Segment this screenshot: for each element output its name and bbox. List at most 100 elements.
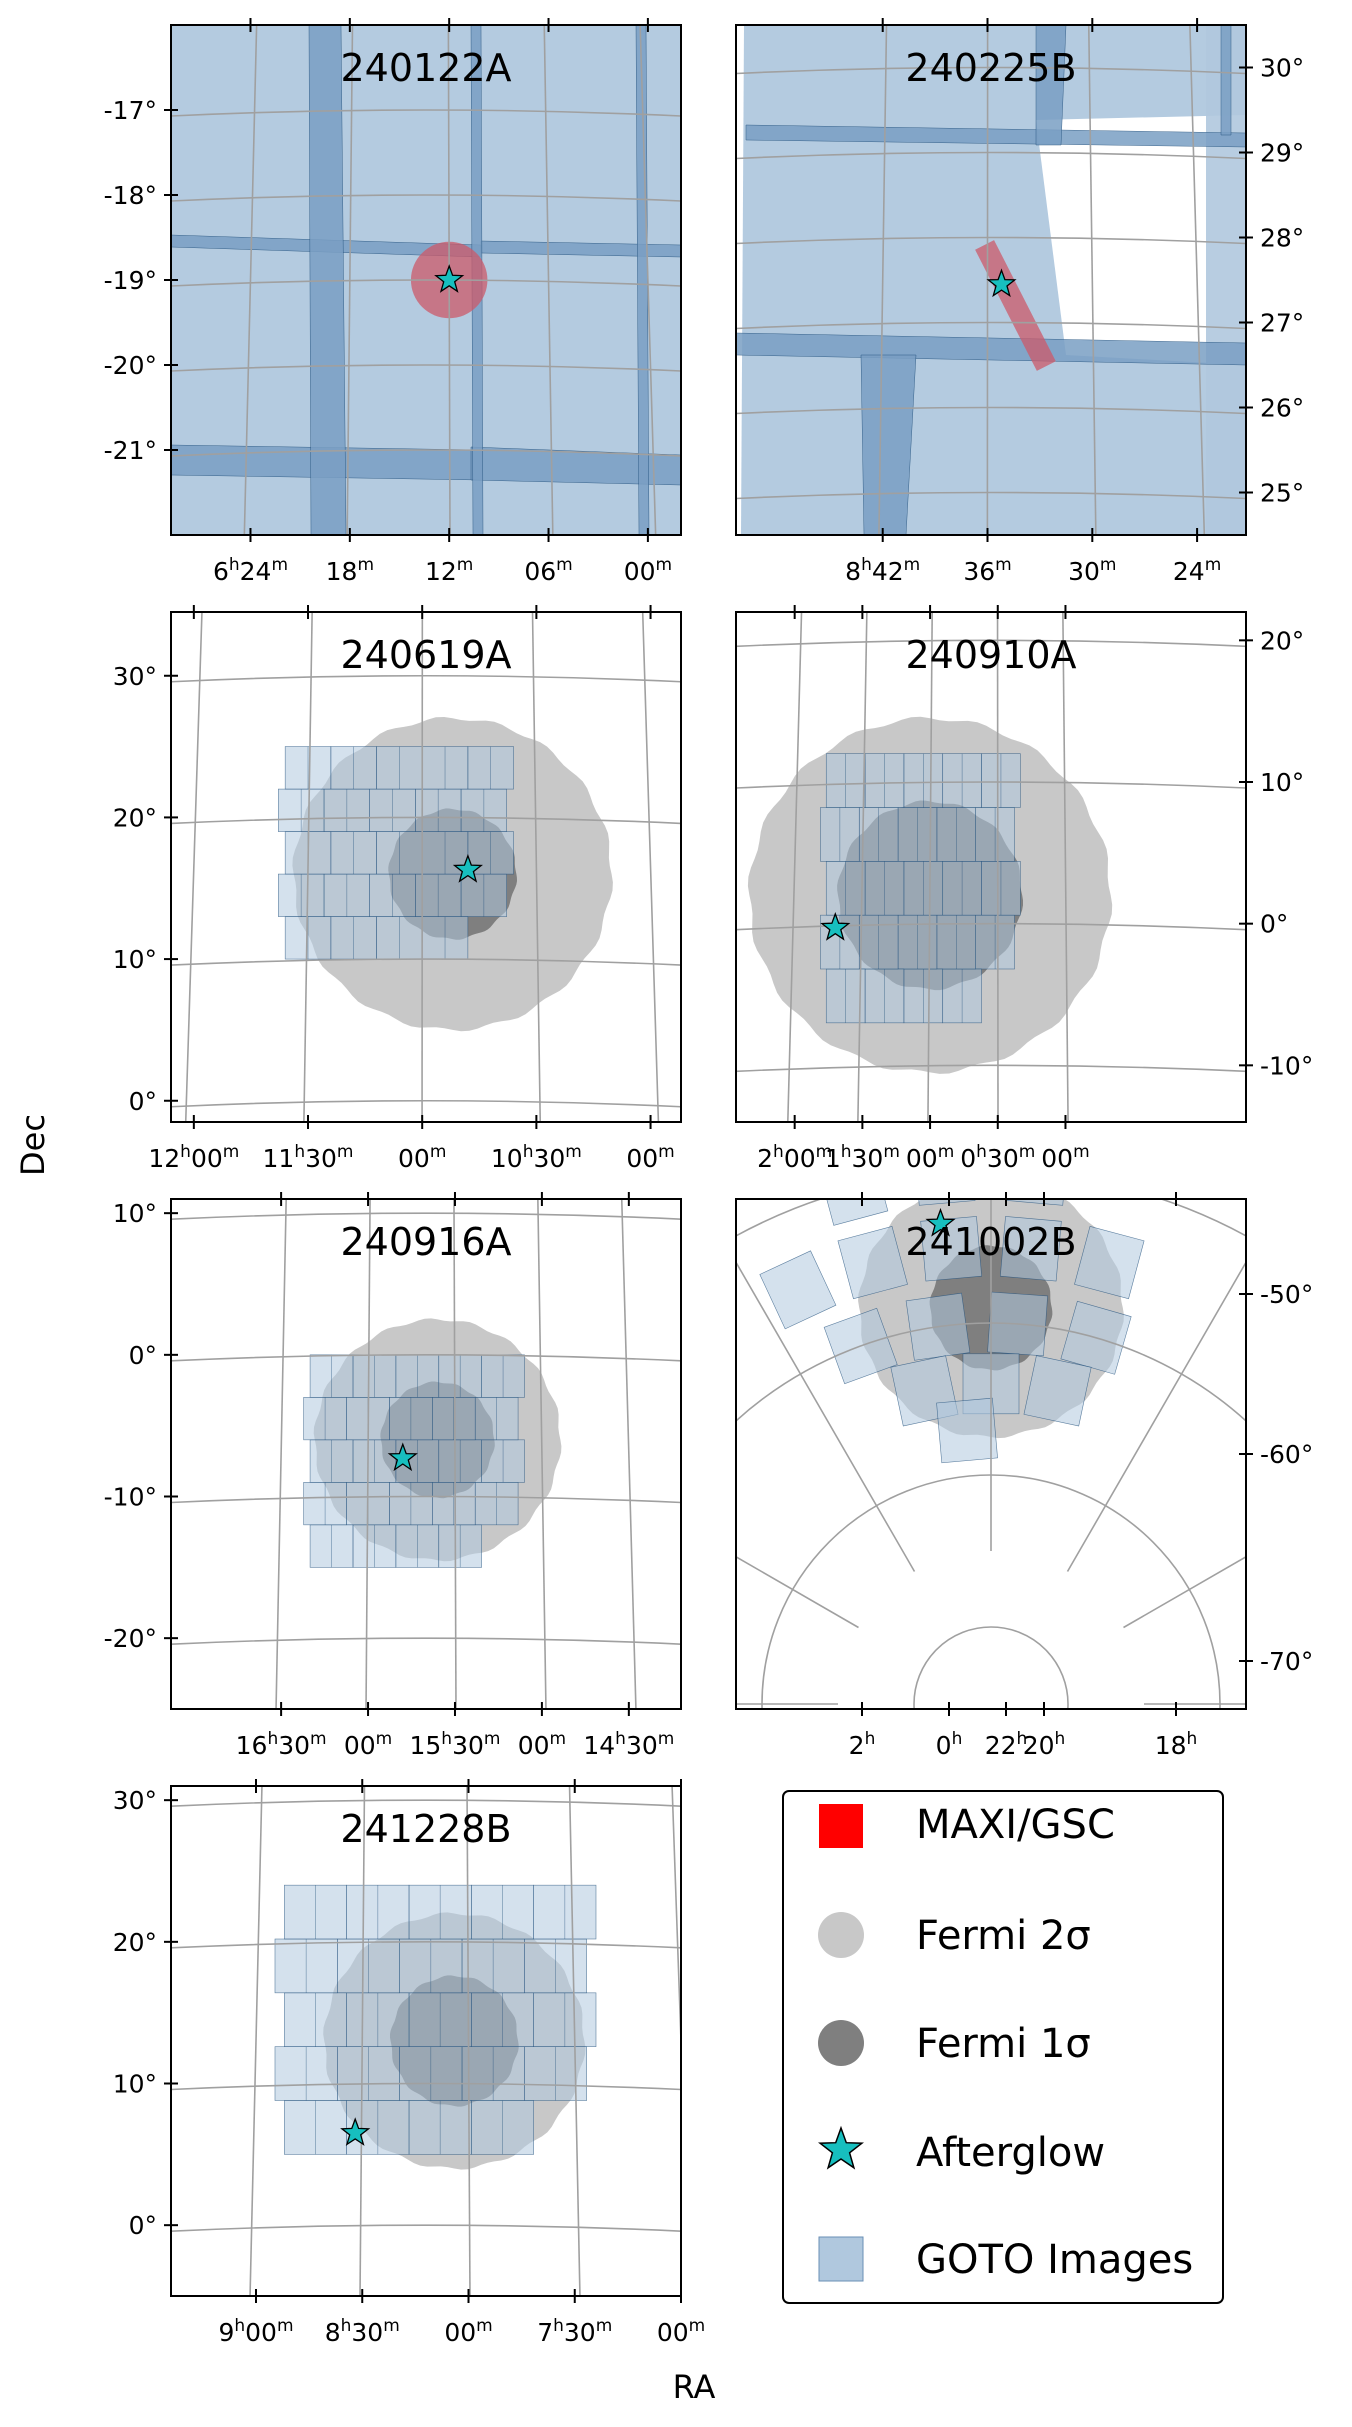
- dec-gridline: [171, 674, 681, 683]
- plot-area: [171, 25, 681, 535]
- legend-frame: [782, 1790, 1224, 2304]
- tick-unit: m: [223, 1142, 240, 1162]
- tick-hours: 0: [936, 1731, 952, 1760]
- dec-gridline: [736, 66, 1246, 75]
- dec-gridline: [171, 449, 681, 457]
- tick-minutes: 30: [533, 1144, 565, 1173]
- tick-minutes: 00: [344, 1731, 376, 1760]
- y-tick-label: -19°: [104, 266, 157, 295]
- x-tick-label: 12h00m: [148, 1142, 239, 1173]
- x-tick-label: 10h30m: [491, 1142, 582, 1173]
- tick-minutes: 30: [626, 1731, 658, 1760]
- tick-minutes: 30: [1068, 557, 1100, 586]
- panel-title: 240122A: [340, 46, 511, 90]
- plot-area: [736, 1199, 1246, 1709]
- x-tick-label: 20h: [1023, 1729, 1066, 1760]
- tick-minutes: 00: [906, 1144, 938, 1173]
- y-tick-label: 28°: [1260, 224, 1304, 253]
- tick-unit: m: [596, 2316, 613, 2336]
- y-tick-label: 10°: [113, 2070, 157, 2099]
- tick-unit: h: [294, 1142, 305, 1162]
- afterglow-star-icon: [820, 912, 851, 941]
- goto-overlap: [1035, 25, 1067, 146]
- dec-gridline: [171, 1941, 681, 1949]
- tick-unit: h: [615, 1729, 626, 1749]
- x-tick-label: 8h42m: [845, 555, 920, 586]
- x-tick-label: 8h30m: [325, 2316, 400, 2347]
- dec-gridline: [736, 406, 1246, 415]
- dec-gridline: [171, 2082, 681, 2091]
- ra-gridline: [927, 612, 934, 1122]
- x-tick-label: 7h30m: [537, 2316, 612, 2347]
- y-tick-label: -20°: [104, 351, 157, 380]
- tick-unit: m: [658, 1142, 675, 1162]
- afterglow-star-icon: [818, 2125, 864, 2170]
- tick-minutes: 12: [425, 557, 457, 586]
- x-tick-label: 16h30m: [236, 1729, 327, 1760]
- y-tick-label: -70°: [1260, 1647, 1313, 1676]
- tick-hours: 1: [825, 1144, 841, 1173]
- ra-gridline: [1062, 612, 1069, 1122]
- legend-marker-fermi-2sigma: [818, 1912, 864, 1958]
- y-tick-label: 27°: [1260, 309, 1304, 338]
- tick-minutes: 00: [191, 1144, 223, 1173]
- x-tick-label: 00m: [626, 1142, 674, 1173]
- dec-gridline: [171, 364, 681, 372]
- x-tick-label: 00m: [1041, 1142, 1089, 1173]
- ra-gridline: [1189, 25, 1206, 535]
- dec-gridline: [171, 1637, 681, 1645]
- dec-gridline: [736, 236, 1246, 245]
- x-tick-label: 18m: [326, 555, 374, 586]
- uncovered-edge: [736, 25, 744, 535]
- goto-tile: [1074, 1225, 1145, 1300]
- ra-gridline: [543, 25, 554, 535]
- dec-gridline: [171, 1354, 681, 1362]
- tick-unit: m: [1019, 1142, 1036, 1162]
- y-tick-label: 30°: [1260, 54, 1304, 83]
- dec-gridline: [171, 1212, 681, 1220]
- ra-gridline: [736, 1260, 916, 1572]
- tick-unit: h: [341, 2316, 352, 2336]
- legend-label-fermi-1sigma: Fermi 1σ: [916, 2021, 1091, 2067]
- tick-minutes: 00: [518, 1731, 550, 1760]
- tick-unit: m: [383, 2316, 400, 2336]
- tick-hours: 10: [491, 1144, 523, 1173]
- tick-unit: h: [180, 1142, 191, 1162]
- ra-gridline: [620, 1199, 637, 1709]
- tick-unit: m: [995, 555, 1012, 575]
- y-tick-label: -50°: [1260, 1280, 1313, 1309]
- tick-minutes: 42: [872, 557, 904, 586]
- tick-unit: h: [952, 1729, 963, 1749]
- afterglow-star-icon: [340, 2117, 371, 2146]
- y-tick-label: -60°: [1260, 1440, 1313, 1469]
- tick-minutes: 00: [626, 1144, 658, 1173]
- goto-overlap: [470, 446, 681, 486]
- dec-gridline: [736, 491, 1246, 500]
- y-tick-label: 10°: [113, 1199, 157, 1228]
- dec-gridline: [171, 194, 681, 202]
- panel-title: 240619A: [340, 633, 511, 677]
- dec-gridline: [171, 1495, 681, 1504]
- y-tick-label: 26°: [1260, 394, 1304, 423]
- y-tick-label: 20°: [113, 1928, 157, 1957]
- tick-unit: m: [430, 1142, 447, 1162]
- y-tick-label: -10°: [1260, 1051, 1313, 1080]
- tick-minutes: 30: [452, 1731, 484, 1760]
- x-tick-label: 00m: [518, 1729, 566, 1760]
- tick-unit: h: [229, 555, 240, 575]
- y-tick-label: 0°: [129, 1087, 157, 1116]
- ra-gridline: [453, 1199, 457, 1709]
- tick-unit: m: [277, 2316, 294, 2336]
- y-tick-label: 10°: [113, 945, 157, 974]
- tick-unit: h: [1187, 1729, 1198, 1749]
- tick-unit: m: [310, 1729, 327, 1749]
- tick-minutes: 18: [326, 557, 358, 586]
- ra-gridline: [365, 1199, 371, 1709]
- x-tick-label: 00m: [344, 1729, 392, 1760]
- tick-minutes: 30: [852, 1144, 884, 1173]
- tick-hours: 2: [757, 1144, 773, 1173]
- tick-unit: m: [556, 555, 573, 575]
- tick-hours: 15: [409, 1731, 441, 1760]
- dec-gridline: [171, 2224, 681, 2232]
